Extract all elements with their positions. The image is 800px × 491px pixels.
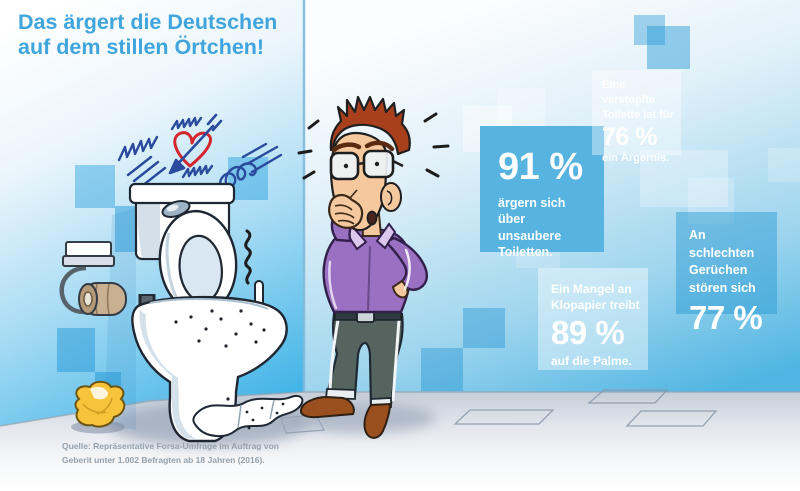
page-title: Das ärgert die Deutschen auf dem stillen… — [18, 10, 278, 60]
empty-toilet-paper-holder — [59, 241, 127, 316]
right-shoe — [363, 402, 392, 439]
crumpled-paper — [71, 380, 126, 434]
stat-unsaubere-toiletten: 91 % ärgern sich über unsaubere Toilette… — [480, 126, 604, 259]
arrow-scribble — [168, 113, 223, 175]
stat-schlechte-gerueche: An schlechten Gerüchen stören sich 77 % — [676, 212, 777, 336]
heart-graffiti — [173, 131, 213, 168]
left-shoe — [299, 395, 355, 419]
stat-value-77: 77 % — [689, 299, 763, 336]
source-note: Quelle: Repräsentative Forsa-Umfrage im … — [62, 441, 279, 465]
stat-text-76: ein Ärgernis. — [602, 152, 670, 165]
nose-pinch-hand — [328, 194, 364, 229]
stat-value-91: 91 % — [498, 146, 583, 188]
stat-mangel-an-klopapier: Ein Mangel an Klopapier treibt 89 % auf … — [538, 268, 648, 370]
wall-scribbles — [117, 116, 283, 193]
stat-value-89: 89 % — [551, 314, 625, 352]
stat-value-76: 76 % — [602, 122, 657, 151]
empty-paper-roll — [78, 282, 127, 316]
toilet-paper-on-floor — [192, 395, 304, 437]
stat-intro-77: An schlechten Gerüchen stören sich — [689, 228, 756, 295]
hair — [329, 95, 411, 156]
stat-intro-76: Eine verstopfte Toilette ist für — [602, 79, 674, 121]
toilet-seat-up — [158, 209, 238, 315]
stat-intro-89: Ein Mangel an Klopapier treibt — [551, 282, 640, 313]
stat-text-89: auf die Palme. — [551, 353, 632, 368]
stat-text-91: ärgern sich über unsaubere Toiletten. — [498, 196, 566, 259]
mouth — [366, 210, 378, 226]
eyebrows — [331, 140, 395, 153]
arm-on-hip — [383, 236, 428, 291]
man-pinching-nose — [297, 95, 450, 439]
shock-lines — [297, 112, 450, 180]
pants — [325, 312, 404, 408]
stat-verstopfte-toilette: Eine verstopfte Toilette ist für 76 % ei… — [592, 70, 681, 164]
stink-squiggle — [244, 229, 252, 285]
